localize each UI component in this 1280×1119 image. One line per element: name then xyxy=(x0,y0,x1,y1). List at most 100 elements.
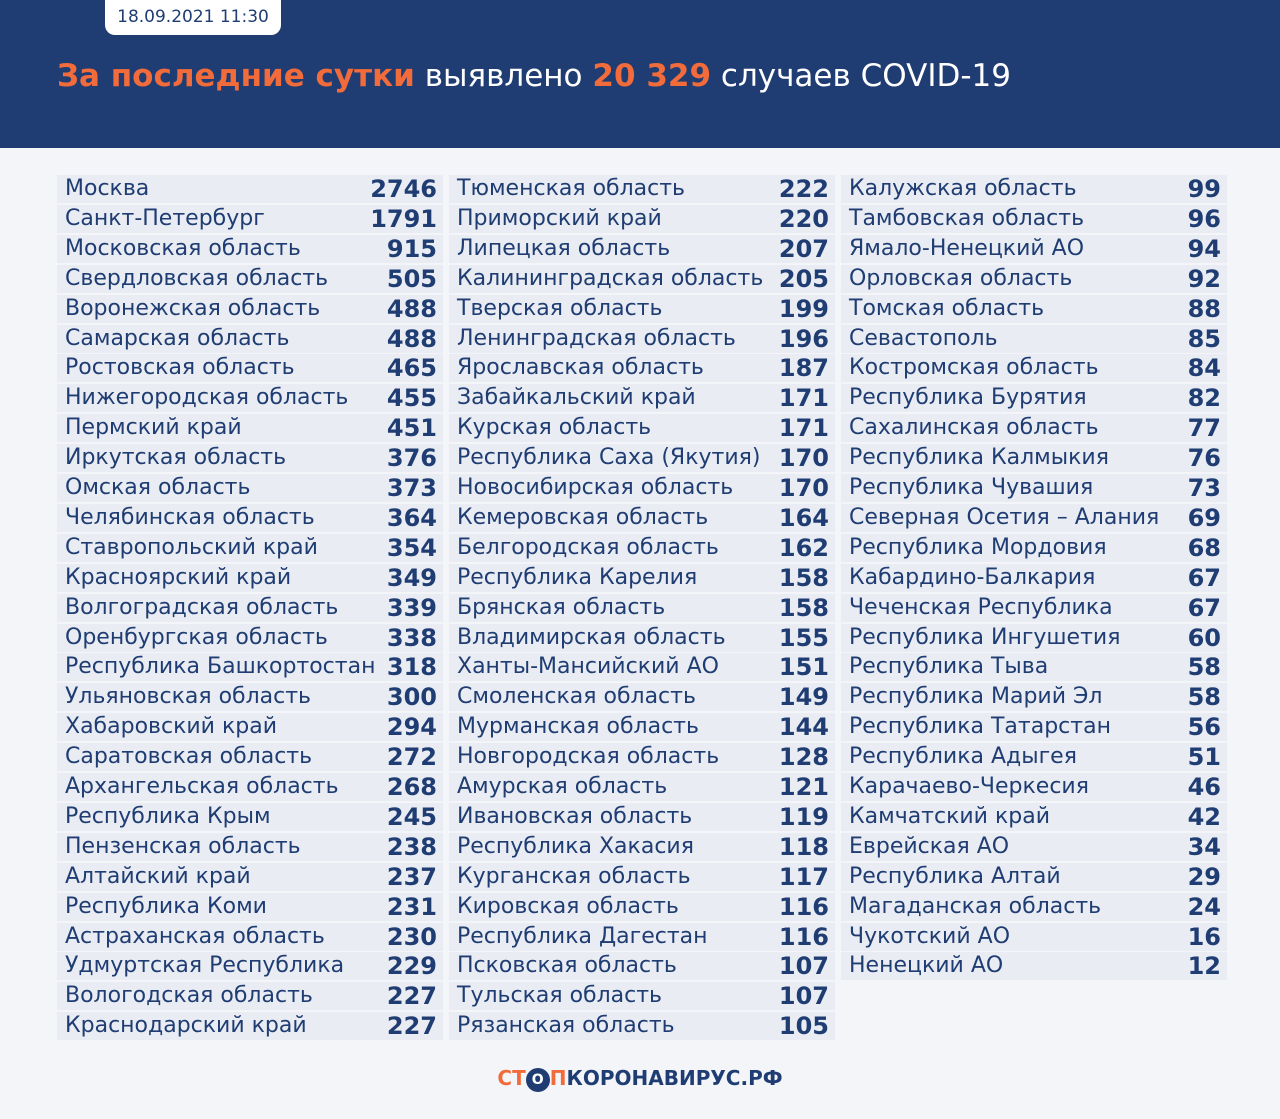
case-count: 76 xyxy=(1187,444,1221,473)
case-count: 364 xyxy=(386,503,437,532)
table-row: Севастополь 85 xyxy=(841,324,1227,353)
table-row: Республика Мордовия 68 xyxy=(841,533,1227,562)
table-row: Омская область 373 xyxy=(57,474,443,502)
region-name: Самарская область xyxy=(65,325,290,351)
case-count: 339 xyxy=(386,593,437,622)
region-name: Северная Осетия – Алания xyxy=(849,504,1160,530)
table-row: Кировская область 116 xyxy=(449,892,835,921)
region-name: Пермский край xyxy=(65,415,242,441)
table-row: Брянская область 158 xyxy=(449,593,835,622)
region-name: Республика Калмыкия xyxy=(849,445,1109,471)
title: За последние сутки выявлено 20 329 случа… xyxy=(57,58,1011,94)
table-row: Северная Осетия – Алания 69 xyxy=(841,503,1227,532)
case-count: 505 xyxy=(386,264,437,293)
table-row: Приморский край 220 xyxy=(449,204,835,233)
table-row: Владимирская область 155 xyxy=(449,623,835,652)
region-name: Ростовская область xyxy=(65,355,295,381)
case-count: 318 xyxy=(386,653,437,682)
case-count: 354 xyxy=(386,533,437,562)
title-part: За последние сутки xyxy=(57,58,415,94)
case-count: 338 xyxy=(386,623,437,652)
table-row: Архангельская область 268 xyxy=(57,773,443,801)
table-row: Самарская область 488 xyxy=(57,324,443,353)
region-name: Амурская область xyxy=(457,774,668,799)
logo-part: КОРОНАВИРУС.РФ xyxy=(566,1066,783,1090)
region-name: Томская область xyxy=(849,295,1045,321)
region-name: Приморский край xyxy=(457,205,662,231)
case-count: 58 xyxy=(1187,653,1221,682)
case-count: 144 xyxy=(778,713,829,742)
table-row: Липецкая область 207 xyxy=(449,234,835,263)
region-name: Иркутская область xyxy=(65,445,287,471)
table-row: Ульяновская область 300 xyxy=(57,683,443,712)
case-count: 164 xyxy=(778,503,829,532)
table-row: Калининградская область 205 xyxy=(449,264,835,293)
case-count: 151 xyxy=(778,653,829,682)
case-count: 117 xyxy=(778,862,829,891)
region-name: Воронежская область xyxy=(65,295,321,321)
table-row: Удмуртская Республика 229 xyxy=(57,952,443,981)
case-count: 128 xyxy=(778,743,829,772)
region-name: Чеченская Республика xyxy=(849,594,1113,620)
region-name: Сахалинская область xyxy=(849,415,1099,441)
case-count: 116 xyxy=(778,892,829,921)
region-name: Республика Башкортостан xyxy=(65,654,376,680)
case-count: 231 xyxy=(386,892,437,921)
case-count: 230 xyxy=(386,922,437,951)
case-count: 349 xyxy=(386,563,437,592)
case-count: 373 xyxy=(386,474,437,502)
table-row: Ненецкий АО 12 xyxy=(841,952,1227,981)
table-row: Пензенская область 238 xyxy=(57,832,443,861)
region-name: Курская область xyxy=(457,415,652,441)
table-row: Республика Дагестан 116 xyxy=(449,922,835,951)
region-name: Вологодская область xyxy=(65,983,313,1009)
case-count: 99 xyxy=(1187,175,1221,203)
region-name: Республика Алтай xyxy=(849,863,1061,889)
region-name: Республика Чувашия xyxy=(849,475,1094,500)
case-count: 92 xyxy=(1187,264,1221,293)
region-name: Хабаровский край xyxy=(65,714,277,740)
case-count: 77 xyxy=(1187,414,1221,443)
case-count: 121 xyxy=(778,773,829,801)
region-name: Кабардино-Балкария xyxy=(849,564,1096,590)
title-part: 20 329 xyxy=(592,58,712,94)
region-name: Республика Саха (Якутия) xyxy=(457,445,761,471)
case-count: 451 xyxy=(386,414,437,443)
region-name: Калужская область xyxy=(849,176,1077,201)
table-row: Республика Бурятия 82 xyxy=(841,384,1227,413)
table-row: Саратовская область 272 xyxy=(57,743,443,772)
title-part: выявлено xyxy=(424,58,583,94)
case-count: 488 xyxy=(386,324,437,353)
region-name: Республика Татарстан xyxy=(849,714,1111,740)
region-name: Липецкая область xyxy=(457,235,671,261)
table-row: Ханты-Мансийский АО 151 xyxy=(449,653,835,682)
case-count: 171 xyxy=(778,384,829,413)
table-row: Республика Чувашия 73 xyxy=(841,474,1227,502)
table-row: Смоленская область 149 xyxy=(449,683,835,712)
region-name: Кемеровская область xyxy=(457,504,709,530)
region-name: Удмуртская Республика xyxy=(65,953,345,979)
case-count: 205 xyxy=(778,264,829,293)
region-name: Орловская область xyxy=(849,265,1073,291)
table-row: Республика Калмыкия 76 xyxy=(841,444,1227,473)
case-count: 149 xyxy=(778,683,829,712)
case-count: 46 xyxy=(1187,773,1221,801)
table-row: Амурская область 121 xyxy=(449,773,835,801)
region-name: Волгоградская область xyxy=(65,594,339,620)
region-name: Ставропольский край xyxy=(65,534,318,560)
table-row: Республика Алтай 29 xyxy=(841,862,1227,891)
case-count: 268 xyxy=(386,773,437,801)
logo-part: П xyxy=(549,1066,567,1090)
table-row: Москва 2746 xyxy=(57,175,443,203)
region-name: Ямало-Ненецкий АО xyxy=(849,235,1085,261)
region-name: Алтайский край xyxy=(65,863,251,889)
case-count: 220 xyxy=(778,204,829,233)
case-count: 34 xyxy=(1187,832,1221,861)
case-count: 107 xyxy=(778,952,829,981)
table-row: Воронежская область 488 xyxy=(57,294,443,323)
region-name: Севастополь xyxy=(849,325,998,351)
table-row: Ярославская область 187 xyxy=(449,354,835,383)
case-count: 227 xyxy=(386,982,437,1011)
region-name: Новгородская область xyxy=(457,744,720,770)
table-row: Еврейская АО 34 xyxy=(841,832,1227,861)
